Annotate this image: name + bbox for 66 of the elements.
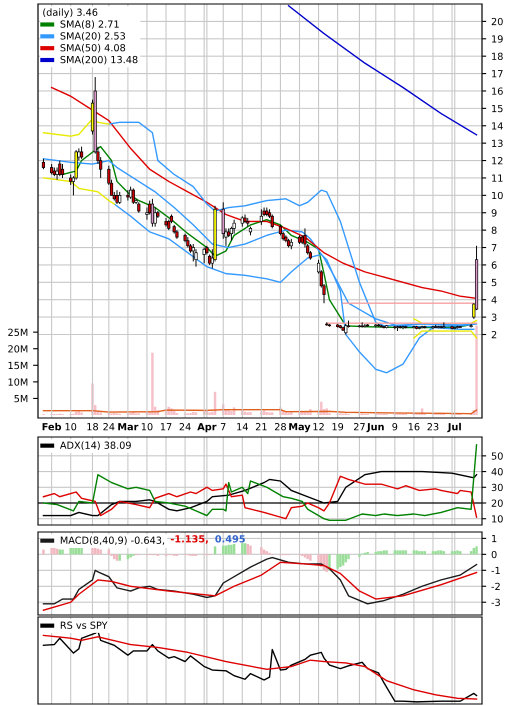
y-tick-label: 18 [492,52,503,60]
chart-title: (daily) 3.46 [43,8,98,18]
y-tick-label: 3 [492,314,496,321]
x-tick-label: Jun [366,423,384,432]
y-tick-label: 1 [492,534,496,542]
x-tick-label: 9 [392,423,398,430]
y-tick-label: 10 [492,515,503,523]
y-tick-label: 16 [492,87,503,95]
y-tick-label: -2 [492,582,500,590]
x-tick-label: 24 [180,423,191,430]
y-tick-label: 14 [492,122,503,130]
x-tick-label: 16 [408,423,420,430]
y-tick-label: -3 [492,598,500,606]
x-tick-label: 23 [427,423,438,430]
legend-label: SMA(8) 2.71 [60,20,119,29]
x-tick-label: 24 [103,423,114,430]
x-tick-label: Mar [118,423,138,430]
legend-label: SMA(20) 2.53 [60,32,125,41]
y-tick-label: 19 [492,35,503,43]
y-tick-label: 10 [492,192,503,200]
y-tick-label: 13 [492,140,503,147]
y-tick-label: 50 [492,452,503,460]
x-tick-label: May [289,423,310,432]
y-tick-label: 20 [492,499,503,507]
annotation: 0.495 [215,535,245,543]
y-tick-label: 40 [492,468,503,476]
legend-label: SMA(50) 4.08 [60,44,126,53]
y2-tick-label: 10M [8,378,28,386]
x-tick-label: 12 [313,423,324,430]
x-tick-label: Apr [197,423,216,432]
x-tick-label: 14 [237,423,248,430]
y2-tick-label: 5M [14,395,28,402]
x-tick-label: 10 [142,423,152,430]
legend-label: RS vs SPY [60,622,108,629]
y-tick-label: 8 [492,226,497,234]
y-tick-label: 17 [492,70,503,78]
x-tick-label: Feb [42,422,62,430]
x-tick-label: 18 [87,423,98,430]
y-tick-label: 9 [492,209,497,217]
y-tick-label: 12 [492,157,502,164]
y-tick-label: 2 [492,330,496,338]
y2-tick-label: 20M [8,345,28,353]
x-tick-label: 19 [332,423,344,430]
y-tick-label: 11 [492,174,502,182]
y-tick-label: 30 [492,484,503,492]
y-tick-label: 0 [492,550,497,558]
y-tick-label: 7 [492,244,496,252]
annotation: -1.135, [170,535,208,544]
y-tick-label: 5 [492,278,496,286]
x-tick-label: Jul [447,422,461,432]
legend-label: SMA(200) 13.48 [60,56,138,64]
legend-label: MACD(8,40,9) -0.643, [60,536,164,546]
y-tick-label: 4 [492,296,497,304]
y-tick-label: -1 [492,566,500,574]
x-tick-label: 27 [354,423,365,430]
legend-label: ADX(14) 38.09 [60,441,131,450]
y-tick-label: 20 [492,18,503,26]
y-tick-label: 15 [492,104,503,112]
x-tick-label: 28 [274,423,286,430]
x-tick-label: 21 [256,423,267,430]
x-tick-label: 7 [220,423,226,430]
x-tick-label: 10 [66,423,76,430]
y2-tick-label: 15M [8,362,28,370]
y2-tick-label: 25M [8,328,28,336]
y-tick-label: 6 [492,261,497,269]
x-tick-label: 17 [160,423,172,430]
